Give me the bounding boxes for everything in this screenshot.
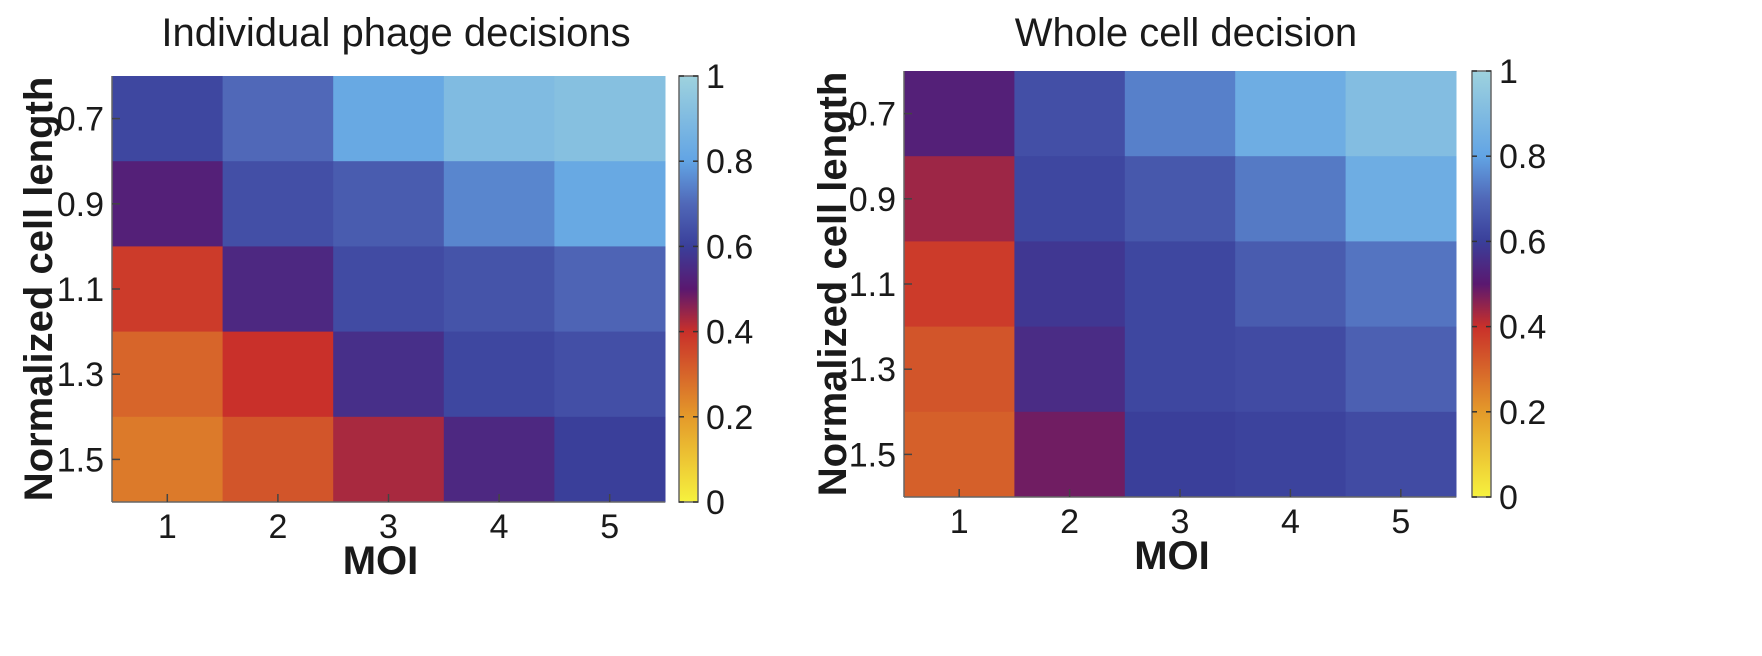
heatmap-cell — [904, 156, 1015, 242]
heatmap-cell — [222, 416, 334, 503]
chart-title: Individual phage decisions — [161, 11, 630, 55]
heatmap-cell — [904, 326, 1015, 413]
colorbar-tick-label: 0.2 — [706, 399, 753, 437]
colorbar-tick-label: 0.4 — [706, 314, 753, 352]
heatmap-cell — [904, 411, 1015, 498]
heatmap-cell — [1345, 156, 1457, 242]
heatmap-cell — [112, 246, 224, 333]
heatmap-cell — [1235, 241, 1347, 328]
y-tick-label: 1.5 — [849, 436, 896, 474]
heatmap-cell — [333, 416, 445, 503]
colorbar-tick-label: 0.8 — [1499, 138, 1546, 176]
y-tick-label: 1.5 — [57, 441, 104, 479]
colorbar-tick-label: 0 — [706, 484, 725, 522]
colorbar — [678, 75, 699, 503]
heatmap-cell — [333, 161, 445, 247]
heatmap-panel-individual: Individual phage decisions 1 2 3 4 5 0.7 0.9 1.1… — [17, 11, 753, 583]
y-tick-label: 0.9 — [57, 186, 104, 224]
colorbar — [1471, 70, 1492, 498]
heatmap-cell — [554, 331, 666, 418]
y-axis-label: Normalized cell length — [17, 77, 61, 502]
heatmap-cell — [1014, 326, 1126, 413]
heatmap-cell — [1124, 326, 1236, 413]
y-axis-label: Normalized cell length — [811, 72, 855, 497]
x-tick-label: 5 — [600, 508, 619, 546]
heatmap-cell — [222, 76, 334, 162]
heatmap-cell — [1235, 326, 1347, 413]
heatmap-cell — [443, 331, 555, 418]
x-tick-label: 1 — [158, 508, 177, 546]
heatmap-cell — [443, 246, 555, 333]
x-tick-label: 3 — [379, 508, 398, 546]
heatmap-cell — [554, 161, 666, 247]
heatmap-cell — [112, 76, 224, 162]
y-tick-label: 1.3 — [849, 351, 896, 389]
heatmap-cell — [1014, 241, 1126, 328]
heatmap-cell — [554, 416, 666, 503]
heatmap-cell — [1235, 411, 1347, 498]
heatmap-cell — [1124, 156, 1236, 242]
heatmap-cell — [1345, 71, 1457, 157]
heatmap-cell — [1345, 241, 1457, 328]
y-tick-label: 1.3 — [57, 356, 104, 394]
y-tick-label: 0.7 — [57, 101, 104, 139]
heatmap-cell — [1124, 411, 1236, 498]
y-tick-label: 1.1 — [849, 266, 896, 304]
colorbar-tick-label: 0.4 — [1499, 309, 1546, 347]
colorbar-tick-label: 1 — [1499, 53, 1518, 91]
heatmap-cell — [904, 71, 1015, 157]
heatmap-cell — [333, 76, 445, 162]
chart-title: Whole cell decision — [1015, 11, 1357, 55]
x-tick-label: 5 — [1391, 503, 1410, 541]
x-tick-label: 2 — [268, 508, 287, 546]
heatmap-cell — [443, 416, 555, 503]
y-tick-label: 0.7 — [849, 96, 896, 134]
y-tick-label: 0.9 — [849, 181, 896, 219]
x-tick-label: 1 — [950, 503, 969, 541]
colorbar-tick-label: 0.6 — [706, 228, 753, 266]
heatmap-cell — [112, 331, 224, 418]
x-axis-label: MOI — [1134, 534, 1210, 578]
heatmap-cell — [112, 416, 224, 503]
heatmap-cell — [1014, 411, 1126, 498]
colorbar-tick-label: 1 — [706, 58, 725, 96]
heatmap-cell — [1014, 71, 1126, 157]
x-tick-label: 3 — [1171, 503, 1190, 541]
heatmap-cell — [904, 241, 1015, 328]
heatmap-cell — [443, 76, 555, 162]
heatmap-cell — [1345, 326, 1457, 413]
heatmap-cell — [1014, 156, 1126, 242]
colorbar-tick-label: 0.8 — [706, 143, 753, 181]
heatmap-cell — [1235, 71, 1347, 157]
heatmap-cell — [1345, 411, 1457, 498]
y-tick-label: 1.1 — [57, 271, 104, 309]
heatmap-cell — [1235, 156, 1347, 242]
heatmap-cell — [1124, 71, 1236, 157]
heatmap-cell — [333, 246, 445, 333]
heatmap-panel-whole-cell: Whole cell decision 1 2 3 4 5 0.7 0.9 1.1 1.3 1.5 M… — [811, 11, 1546, 578]
x-tick-label: 2 — [1060, 503, 1079, 541]
heatmap-cell — [222, 161, 334, 247]
x-tick-label: 4 — [490, 508, 509, 546]
heatmap-cell — [554, 246, 666, 333]
heatmap-cell — [112, 161, 224, 247]
heatmap-cell — [554, 76, 666, 162]
heatmap-cell — [222, 331, 334, 418]
colorbar-tick-label: 0 — [1499, 479, 1518, 517]
heatmap-cell — [1124, 241, 1236, 328]
colorbar-tick-label: 0.6 — [1499, 223, 1546, 261]
colorbar-tick-label: 0.2 — [1499, 394, 1546, 432]
x-tick-label: 4 — [1281, 503, 1300, 541]
x-axis-label: MOI — [343, 539, 419, 583]
heatmap-cell — [333, 331, 445, 418]
heatmap-cell — [222, 246, 334, 333]
heatmap-cell — [443, 161, 555, 247]
